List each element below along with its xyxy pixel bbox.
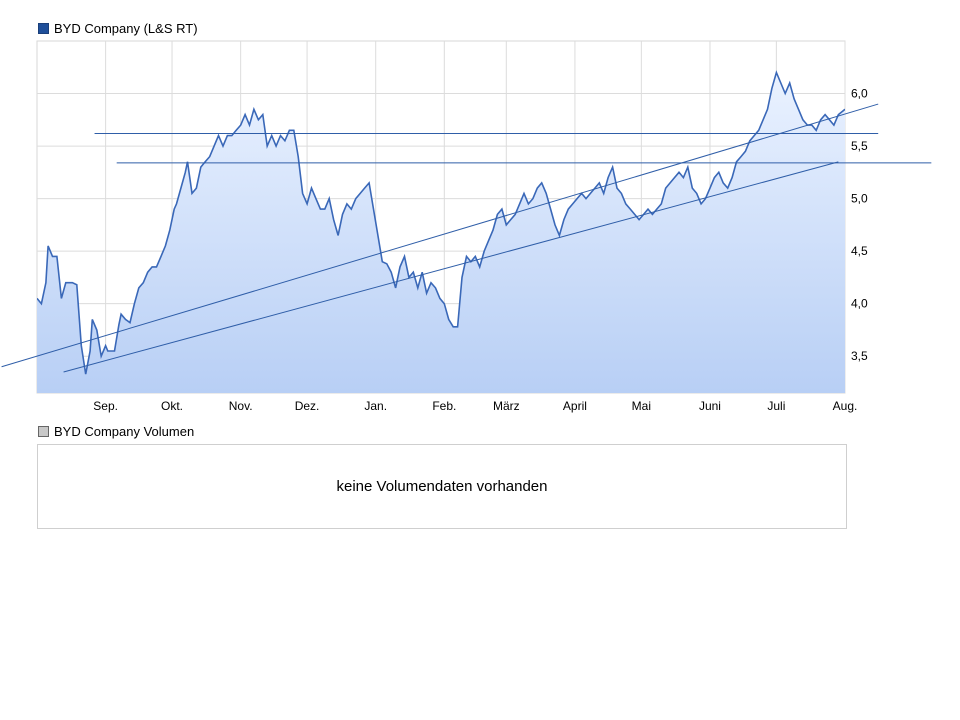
volume-empty-message: keine Volumendaten vorhanden bbox=[336, 478, 548, 495]
y-tick-label: 5,5 bbox=[851, 139, 868, 153]
trendline bbox=[1, 103, 879, 368]
x-tick-label: Jan. bbox=[364, 399, 387, 413]
price-series-line bbox=[37, 70, 845, 375]
x-tick-label: Nov. bbox=[229, 399, 253, 413]
price-area-fill bbox=[37, 72, 845, 393]
price-legend-swatch bbox=[38, 23, 49, 34]
x-tick-label: Feb. bbox=[432, 399, 456, 413]
price-legend-label: BYD Company (L&S RT) bbox=[54, 21, 198, 36]
volume-legend-label: BYD Company Volumen bbox=[54, 424, 195, 439]
trendline bbox=[63, 161, 839, 373]
volume-legend: BYD Company Volumen bbox=[38, 424, 194, 439]
volume-legend-swatch bbox=[38, 426, 49, 437]
y-tick-label: 6,0 bbox=[851, 87, 868, 101]
x-axis-ticks: Sep. Okt. Nov. Dez. Jan. Feb. März April Mai Juni… bbox=[93, 399, 857, 413]
trendlines bbox=[1, 103, 932, 373]
x-tick-label: Sep. bbox=[93, 399, 118, 413]
y-tick-label: 3,5 bbox=[851, 349, 868, 363]
y-axis-ticks: 6,0 5,5 5,0 4,5 4,0 3,5 bbox=[851, 87, 868, 364]
x-tick-label: Juli bbox=[767, 399, 785, 413]
y-tick-label: 4,5 bbox=[851, 244, 868, 258]
x-tick-label: Juni bbox=[699, 399, 721, 413]
y-tick-label: 5,0 bbox=[851, 192, 868, 206]
y-tick-label: 4,0 bbox=[851, 297, 868, 311]
x-tick-label: Dez. bbox=[295, 399, 320, 413]
x-tick-label: Mai bbox=[632, 399, 651, 413]
x-tick-label: April bbox=[563, 399, 587, 413]
x-tick-label: Aug. bbox=[833, 399, 858, 413]
price-legend: BYD Company (L&S RT) bbox=[38, 21, 198, 36]
volume-panel: keine Volumendaten vorhanden bbox=[37, 444, 847, 529]
price-chart: 6,0 5,5 5,0 4,5 4,0 3,5 Sep. Okt. Nov. Dez. Jan. F… bbox=[1, 40, 932, 413]
x-tick-label: Okt. bbox=[161, 399, 183, 413]
x-tick-label: März bbox=[493, 399, 520, 413]
